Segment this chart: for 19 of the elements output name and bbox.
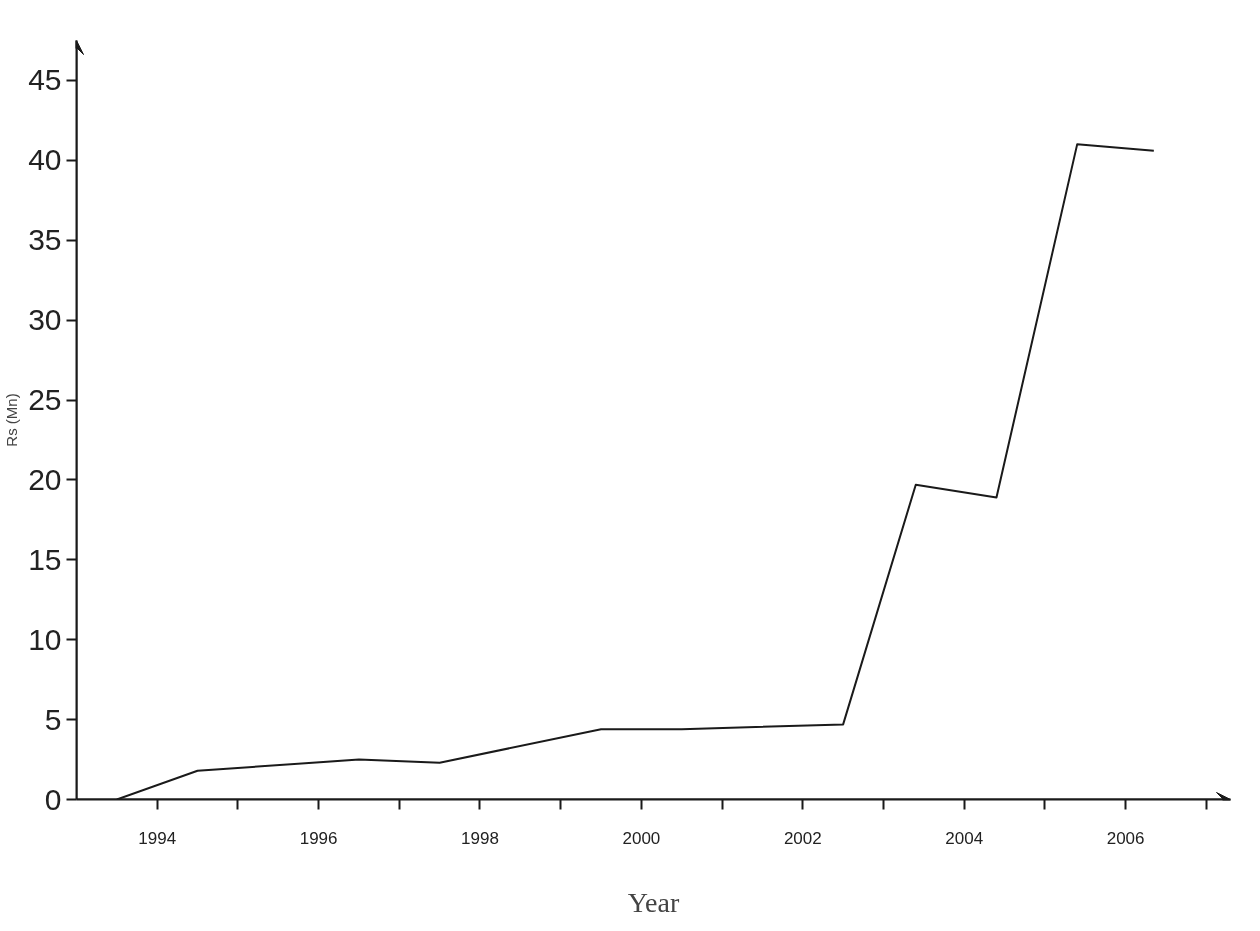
y-tick-label: 35 xyxy=(28,223,62,257)
y-tick-label: 15 xyxy=(28,542,62,576)
x-tick-label: 1996 xyxy=(299,828,338,848)
y-axis-title: Rs (Mn) xyxy=(3,393,21,447)
y-tick-label: 20 xyxy=(28,462,62,496)
y-tick-label: 10 xyxy=(28,622,62,656)
y-tick-label: 40 xyxy=(28,143,62,177)
y-tick-label: 25 xyxy=(28,383,62,417)
x-tick-label: 1998 xyxy=(461,828,499,848)
x-tick-label: 1994 xyxy=(138,828,177,848)
y-tick-label: 0 xyxy=(44,782,62,816)
x-tick-label: 2006 xyxy=(1106,828,1145,848)
x-tick-label: 2004 xyxy=(945,828,984,848)
x-axis-title: Year xyxy=(627,886,680,918)
y-tick-label: 5 xyxy=(44,702,62,736)
x-tick-label: 2000 xyxy=(622,828,661,848)
x-tick-label: 2002 xyxy=(783,828,822,848)
y-tick-label: 30 xyxy=(28,303,62,337)
y-tick-label: 45 xyxy=(28,63,62,97)
